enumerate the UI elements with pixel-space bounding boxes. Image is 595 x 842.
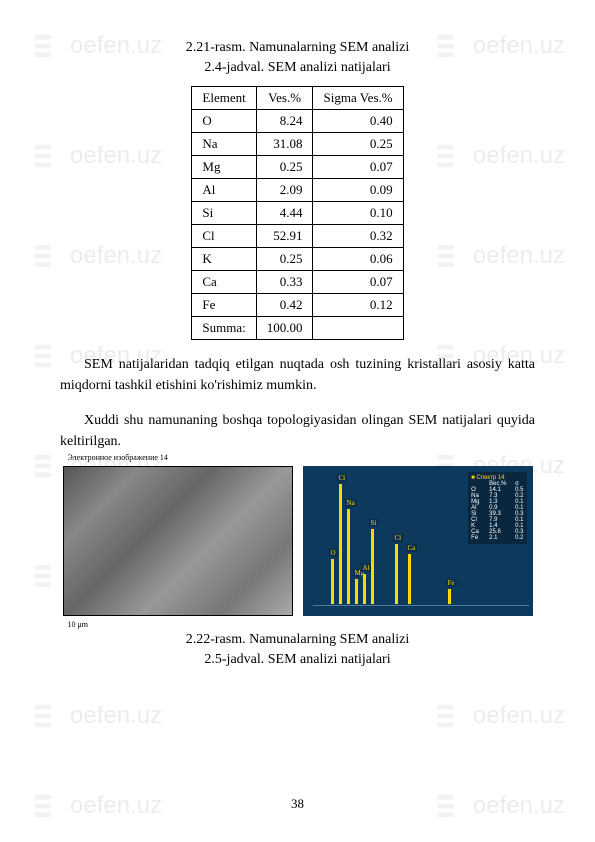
table-cell: 0.09 [313, 179, 403, 202]
table-cell: 0.07 [313, 271, 403, 294]
spectrum-peak [347, 509, 350, 604]
spectrum-peak [395, 544, 398, 604]
sem-image-label: Электронное изображение 14 [68, 453, 168, 462]
table-cell: 100.00 [256, 317, 313, 340]
page-number: 38 [291, 796, 304, 812]
watermark: oefen.uz [30, 140, 162, 172]
table-cell: 0.07 [313, 156, 403, 179]
table-row: Al2.090.09 [192, 179, 403, 202]
table-cell [313, 317, 403, 340]
table-cell: Ca [192, 271, 256, 294]
spectrum-legend: ■ Спектр 14 Вес.%σ O14.10.5Na7.30.2Mg1.3… [468, 472, 526, 544]
watermark: oefen.uz [433, 790, 565, 822]
table-row: Na31.080.25 [192, 133, 403, 156]
table-cell: 0.10 [313, 202, 403, 225]
watermark: oefen.uz [30, 700, 162, 732]
watermark: oefen.uz [30, 790, 162, 822]
table-cell: Summa: [192, 317, 256, 340]
figure-caption-1: 2.21-rasm. Namunalarning SEM analizi [60, 40, 535, 56]
table-header: Sigma Ves.% [313, 87, 403, 110]
sem-image-scale: 10 μm [68, 620, 89, 629]
table-row: K0.250.06 [192, 248, 403, 271]
paragraph-2: Xuddi shu namunaning boshqa topologiyasi… [60, 410, 535, 452]
table-row: Fe0.420.12 [192, 294, 403, 317]
sem-micrograph: Электронное изображение 14 10 μm [63, 466, 293, 616]
spectrum-peak-label: Si [369, 519, 379, 527]
spectrum-peak [339, 484, 342, 604]
table-caption-2: 2.5-jadval. SEM analizi natijalari [60, 652, 535, 668]
table-row: Si4.440.10 [192, 202, 403, 225]
table-cell: 0.25 [256, 248, 313, 271]
table-cell: Fe [192, 294, 256, 317]
spectrum-peak-label: Cl [393, 534, 404, 542]
table-row: O8.240.40 [192, 110, 403, 133]
spectrum-peak-label: O [329, 549, 338, 557]
table-cell: Cl [192, 225, 256, 248]
sem-results-table-1: Element Ves.% Sigma Ves.% O8.240.40Na31.… [191, 86, 403, 340]
table-cell: 2.09 [256, 179, 313, 202]
table-cell: 31.08 [256, 133, 313, 156]
watermark: oefen.uz [433, 240, 565, 272]
watermark: oefen.uz [433, 700, 565, 732]
table-cell: 0.33 [256, 271, 313, 294]
spectrum-peak-label: Fe [446, 579, 457, 587]
spectrum-peak-label: Cl [337, 474, 348, 482]
spectrum-peak [331, 559, 334, 604]
watermark: oefen.uz [30, 240, 162, 272]
table-cell: 0.06 [313, 248, 403, 271]
table-cell: 0.40 [313, 110, 403, 133]
table-cell: 0.12 [313, 294, 403, 317]
table-cell: 52.91 [256, 225, 313, 248]
table-cell: K [192, 248, 256, 271]
table-header: Element [192, 87, 256, 110]
spectrum-peak [355, 579, 358, 604]
spectrum-peak [408, 554, 411, 604]
spectrum-peak [371, 529, 374, 604]
table-row: Cl52.910.32 [192, 225, 403, 248]
eds-spectrum-chart: OClNaMgAlSiClCaFe ■ Спектр 14 Вес.%σ O14… [303, 466, 533, 616]
table-row: Ca0.330.07 [192, 271, 403, 294]
table-cell: 0.32 [313, 225, 403, 248]
table-cell: 0.42 [256, 294, 313, 317]
table-cell: 8.24 [256, 110, 313, 133]
spectrum-peak [448, 589, 451, 604]
spectrum-axis [313, 605, 529, 606]
spectrum-peak [363, 574, 366, 604]
table-cell: 0.25 [313, 133, 403, 156]
table-header: Ves.% [256, 87, 313, 110]
table-row: Mg0.250.07 [192, 156, 403, 179]
spectrum-peak-label: Ca [406, 544, 418, 552]
table-caption-1: 2.4-jadval. SEM analizi natijalari [60, 60, 535, 76]
paragraph-1: SEM natijalaridan tadqiq etilgan nuqtada… [60, 354, 535, 396]
table-row: Summa:100.00 [192, 317, 403, 340]
table-cell: 0.25 [256, 156, 313, 179]
table-cell: Si [192, 202, 256, 225]
table-cell: Al [192, 179, 256, 202]
table-cell: 4.44 [256, 202, 313, 225]
table-cell: O [192, 110, 256, 133]
figure-caption-2: 2.22-rasm. Namunalarning SEM analizi [60, 632, 535, 648]
watermark: oefen.uz [433, 140, 565, 172]
table-cell: Mg [192, 156, 256, 179]
figure-row: Электронное изображение 14 10 μm OClNaMg… [60, 466, 535, 616]
table-cell: Na [192, 133, 256, 156]
spectrum-peak-label: Na [345, 499, 357, 507]
legend-row: Fe2.10.2 [471, 535, 523, 541]
